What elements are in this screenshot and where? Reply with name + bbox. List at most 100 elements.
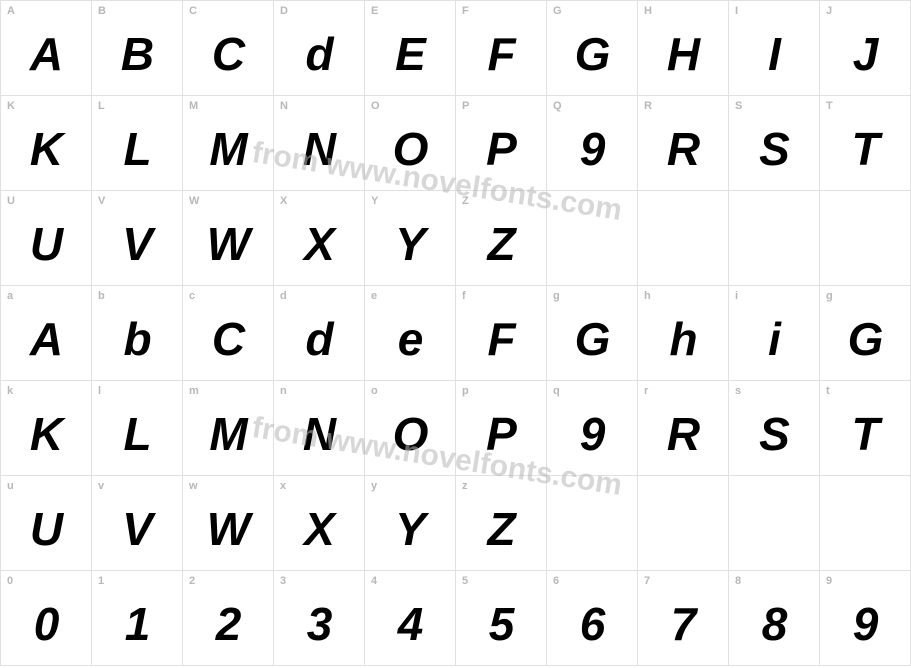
- cell-glyph: C: [183, 27, 273, 81]
- charmap-cell: nN: [274, 381, 365, 476]
- cell-label: e: [371, 290, 377, 302]
- cell-label: 5: [462, 575, 468, 587]
- cell-label: F: [462, 5, 469, 17]
- cell-glyph: V: [92, 217, 182, 271]
- charmap-cell: 66: [547, 571, 638, 666]
- charmap-cell: II: [729, 1, 820, 96]
- charmap-cell: 33: [274, 571, 365, 666]
- charmap-cell: GG: [547, 1, 638, 96]
- cell-glyph: X: [274, 502, 364, 556]
- charmap-cell: TT: [820, 96, 911, 191]
- cell-glyph: U: [1, 217, 91, 271]
- charmap-cell: pP: [456, 381, 547, 476]
- charmap-cell: XX: [274, 191, 365, 286]
- cell-glyph: W: [183, 502, 273, 556]
- cell-label: v: [98, 480, 104, 492]
- charmap-cell: JJ: [820, 1, 911, 96]
- cell-glyph: F: [456, 27, 546, 81]
- cell-glyph: 4: [365, 597, 455, 651]
- cell-glyph: i: [729, 312, 819, 366]
- cell-glyph: A: [1, 27, 91, 81]
- cell-label: q: [553, 385, 560, 397]
- cell-label: s: [735, 385, 741, 397]
- cell-glyph: b: [92, 312, 182, 366]
- cell-label: 7: [644, 575, 650, 587]
- charmap-cell: vV: [92, 476, 183, 571]
- cell-label: f: [462, 290, 466, 302]
- cell-label: t: [826, 385, 830, 397]
- cell-label: S: [735, 100, 742, 112]
- cell-glyph: G: [547, 27, 637, 81]
- charmap-cell: UU: [1, 191, 92, 286]
- cell-glyph: T: [820, 122, 910, 176]
- charmap-cell: [547, 476, 638, 571]
- cell-label: W: [189, 195, 199, 207]
- cell-label: w: [189, 480, 198, 492]
- charmap-cell: YY: [365, 191, 456, 286]
- charmap-cell: 99: [820, 571, 911, 666]
- charmap-cell: lL: [92, 381, 183, 476]
- cell-glyph: K: [1, 122, 91, 176]
- charmap-cell: sS: [729, 381, 820, 476]
- cell-label: p: [462, 385, 469, 397]
- charmap-cell: [638, 476, 729, 571]
- cell-label: c: [189, 290, 195, 302]
- charmap-cell: [820, 191, 911, 286]
- cell-glyph: h: [638, 312, 728, 366]
- charmap-cell: AA: [1, 1, 92, 96]
- cell-glyph: 1: [92, 597, 182, 651]
- charmap-cell: CC: [183, 1, 274, 96]
- cell-label: 1: [98, 575, 104, 587]
- cell-glyph: P: [456, 122, 546, 176]
- cell-glyph: 9: [547, 407, 637, 461]
- charmap-cell: mM: [183, 381, 274, 476]
- charmap-cell: [729, 191, 820, 286]
- charmap-cell: gG: [547, 286, 638, 381]
- cell-glyph: M: [183, 407, 273, 461]
- cell-label: G: [553, 5, 562, 17]
- charmap-cell: q9: [547, 381, 638, 476]
- charmap-cell: rR: [638, 381, 729, 476]
- font-character-map: AABBCCDdEEFFGGHHIIJJKKLLMMNNOOPPQ9RRSSTT…: [0, 0, 911, 666]
- cell-glyph: V: [92, 502, 182, 556]
- cell-label: 4: [371, 575, 377, 587]
- charmap-cell: bb: [92, 286, 183, 381]
- charmap-cell: 22: [183, 571, 274, 666]
- charmap-cell: uU: [1, 476, 92, 571]
- charmap-cell: zZ: [456, 476, 547, 571]
- cell-glyph: 9: [547, 122, 637, 176]
- cell-label: g: [826, 290, 833, 302]
- cell-label: N: [280, 100, 288, 112]
- charmap-cell: HH: [638, 1, 729, 96]
- charmap-cell: [820, 476, 911, 571]
- cell-label: K: [7, 100, 15, 112]
- cell-glyph: G: [547, 312, 637, 366]
- charmap-cell: kK: [1, 381, 92, 476]
- cell-glyph: Y: [365, 502, 455, 556]
- charmap-cell: dd: [274, 286, 365, 381]
- cell-glyph: O: [365, 407, 455, 461]
- charmap-cell: wW: [183, 476, 274, 571]
- cell-glyph: 7: [638, 597, 728, 651]
- charmap-cell: KK: [1, 96, 92, 191]
- cell-glyph: U: [1, 502, 91, 556]
- cell-label: l: [98, 385, 101, 397]
- charmap-cell: 88: [729, 571, 820, 666]
- charmap-cell: SS: [729, 96, 820, 191]
- cell-glyph: W: [183, 217, 273, 271]
- charmap-cell: 11: [92, 571, 183, 666]
- charmap-cell: LL: [92, 96, 183, 191]
- cell-label: D: [280, 5, 288, 17]
- cell-glyph: Z: [456, 217, 546, 271]
- cell-label: M: [189, 100, 198, 112]
- cell-label: R: [644, 100, 652, 112]
- cell-label: 0: [7, 575, 13, 587]
- charmap-cell: 00: [1, 571, 92, 666]
- cell-label: 9: [826, 575, 832, 587]
- charmap-cell: Dd: [274, 1, 365, 96]
- charmap-cell: NN: [274, 96, 365, 191]
- cell-glyph: T: [820, 407, 910, 461]
- cell-label: B: [98, 5, 106, 17]
- cell-label: V: [98, 195, 105, 207]
- cell-label: Q: [553, 100, 562, 112]
